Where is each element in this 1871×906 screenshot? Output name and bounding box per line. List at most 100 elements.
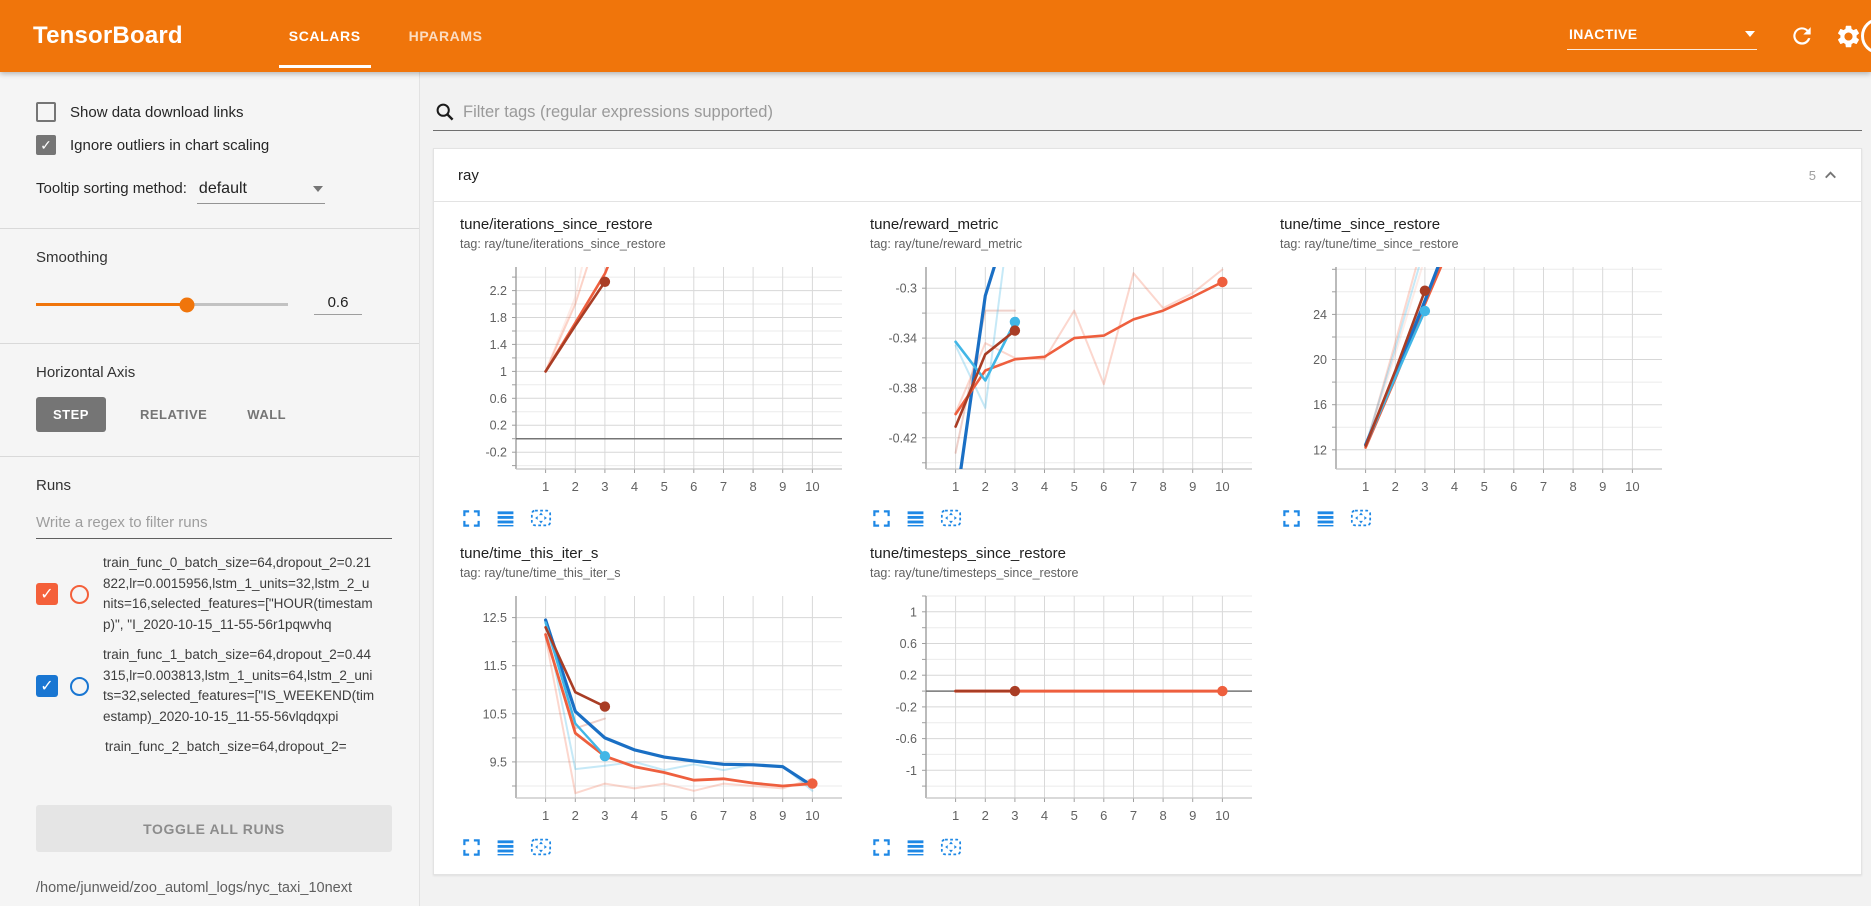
svg-text:6: 6 [1100,808,1107,823]
flip-axis-icon[interactable] [906,509,925,528]
svg-text:9: 9 [1189,479,1196,494]
ray-section-header[interactable]: ray 5 [434,149,1861,201]
fullscreen-icon[interactable] [462,509,481,528]
runs-filter-input[interactable] [36,510,392,538]
runs-label: Runs [36,477,72,494]
svg-text:24: 24 [1313,308,1327,322]
toggle-all-runs-button[interactable]: TOGGLE ALL RUNS [36,805,392,852]
fullscreen-icon[interactable] [1282,509,1301,528]
smoothing-slider[interactable] [36,297,288,312]
log-directory-path: /home/junweid/zoo_automl_logs/nyc_taxi_1… [36,880,352,896]
chart-actions [462,834,856,860]
tab-scalars[interactable]: SCALARS [265,0,385,72]
run-checkbox[interactable]: ✓ [36,583,58,605]
svg-text:1: 1 [952,479,959,494]
chart-plot[interactable]: -0.42 -0.38 -0.34 -0.3 1 2 3 4 5 6 7 8 9 10 [870,259,1262,499]
svg-text:-1: -1 [906,764,917,778]
svg-text:2: 2 [1392,479,1399,494]
svg-text:5: 5 [1071,479,1078,494]
svg-text:6: 6 [690,808,697,823]
svg-text:10: 10 [805,808,819,823]
svg-text:-0.34: -0.34 [889,332,918,346]
flip-axis-icon[interactable] [906,838,925,857]
chart-title: tune/iterations_since_restore [460,216,653,233]
ignore-outliers-checkbox[interactable]: ✓ Ignore outliers in chart scaling [36,135,391,155]
svg-text:4: 4 [1041,808,1048,823]
chart-actions [872,834,1266,860]
refresh-button[interactable] [1779,13,1825,59]
tab-hparams[interactable]: HPARAMS [408,28,483,44]
fit-domain-icon[interactable] [940,507,962,529]
tag-filter-input[interactable] [463,102,1860,122]
svg-text:12: 12 [1313,443,1327,457]
smoothing-value[interactable]: 0.6 [314,294,362,315]
svg-text:4: 4 [1451,479,1458,494]
status-dropdown-value: INACTIVE [1569,26,1638,42]
svg-text:8: 8 [749,479,756,494]
svg-text:5: 5 [1071,808,1078,823]
tooltip-sorting-select[interactable]: default [196,180,325,204]
run-radio[interactable] [70,676,89,696]
search-icon [436,103,454,121]
axis-step-button[interactable]: STEP [36,397,106,432]
chart-plot[interactable]: 9.5 10.5 11.5 12.5 1 2 3 4 5 6 7 8 9 10 [460,588,852,828]
chart-tag: tag: ray/tune/time_this_iter_s [460,566,621,580]
fit-domain-icon[interactable] [1350,507,1372,529]
fullscreen-icon[interactable] [462,838,481,857]
run-item: ✓ train_func_0_batch_size=64,dropout_2=0… [36,553,391,635]
collapse-icon[interactable] [1822,167,1839,184]
flip-axis-icon[interactable] [496,509,515,528]
run-radio[interactable] [70,584,89,604]
fit-domain-icon[interactable] [530,507,552,529]
svg-text:6: 6 [1100,479,1107,494]
settings-button[interactable] [1825,13,1871,59]
chart-title: tune/timesteps_since_restore [870,545,1066,562]
svg-text:1: 1 [500,365,507,379]
svg-text:8: 8 [1159,808,1166,823]
checkbox-icon[interactable]: ✓ [36,102,56,122]
slider-thumb[interactable] [179,297,195,312]
run-label: train_func_2_batch_size=64,dropout_2= [105,739,347,754]
svg-text:12.5: 12.5 [483,611,507,625]
show-download-links-checkbox[interactable]: ✓ Show data download links [36,102,391,122]
run-checkbox[interactable]: ✓ [36,675,58,697]
chart-plot[interactable]: -0.2 0.2 0.6 1 1.4 1.8 2.2 1 2 3 4 5 6 7 8 9 10 [460,259,852,499]
svg-text:8: 8 [749,808,756,823]
ray-section-card: ray 5 tune/iterations_since_restore tag: … [433,148,1862,875]
svg-text:1.4: 1.4 [490,338,507,352]
axis-wall-button[interactable]: WALL [247,407,287,422]
svg-text:10: 10 [1625,479,1639,494]
svg-text:4: 4 [631,808,638,823]
flip-axis-icon[interactable] [1316,509,1335,528]
svg-text:3: 3 [601,479,608,494]
axis-relative-button[interactable]: RELATIVE [139,407,208,422]
svg-text:-0.2: -0.2 [485,446,507,460]
status-dropdown[interactable]: INACTIVE [1567,22,1757,50]
fullscreen-icon[interactable] [872,838,891,857]
svg-text:9.5: 9.5 [490,755,507,769]
svg-text:3: 3 [1011,479,1018,494]
chart-tag: tag: ray/tune/reward_metric [870,237,1023,251]
svg-text:5: 5 [661,479,668,494]
run-label: train_func_0_batch_size=64,dropout_2=0.2… [103,555,373,632]
chart-actions [872,505,1266,531]
svg-text:20: 20 [1313,353,1327,367]
chart-title: tune/reward_metric [870,216,999,233]
fit-domain-icon[interactable] [530,836,552,858]
svg-text:2: 2 [572,808,579,823]
svg-text:3: 3 [1011,808,1018,823]
chart-tag: tag: ray/tune/timesteps_since_restore [870,566,1079,580]
checkbox-label: Show data download links [70,103,244,121]
flip-axis-icon[interactable] [496,838,515,857]
settings-sidebar: ✓ Show data download links ✓ Ignore outl… [0,72,420,906]
chart-plot[interactable]: -1 -0.6 -0.2 0.2 0.6 1 1 2 3 4 5 6 7 8 9 10 [870,588,1262,828]
checkbox-label: Ignore outliers in chart scaling [70,136,270,154]
checkbox-icon[interactable]: ✓ [36,135,56,155]
svg-text:6: 6 [690,479,697,494]
svg-text:7: 7 [1130,808,1137,823]
svg-text:5: 5 [1481,479,1488,494]
fit-domain-icon[interactable] [940,836,962,858]
fullscreen-icon[interactable] [872,509,891,528]
refresh-icon [1793,27,1811,45]
